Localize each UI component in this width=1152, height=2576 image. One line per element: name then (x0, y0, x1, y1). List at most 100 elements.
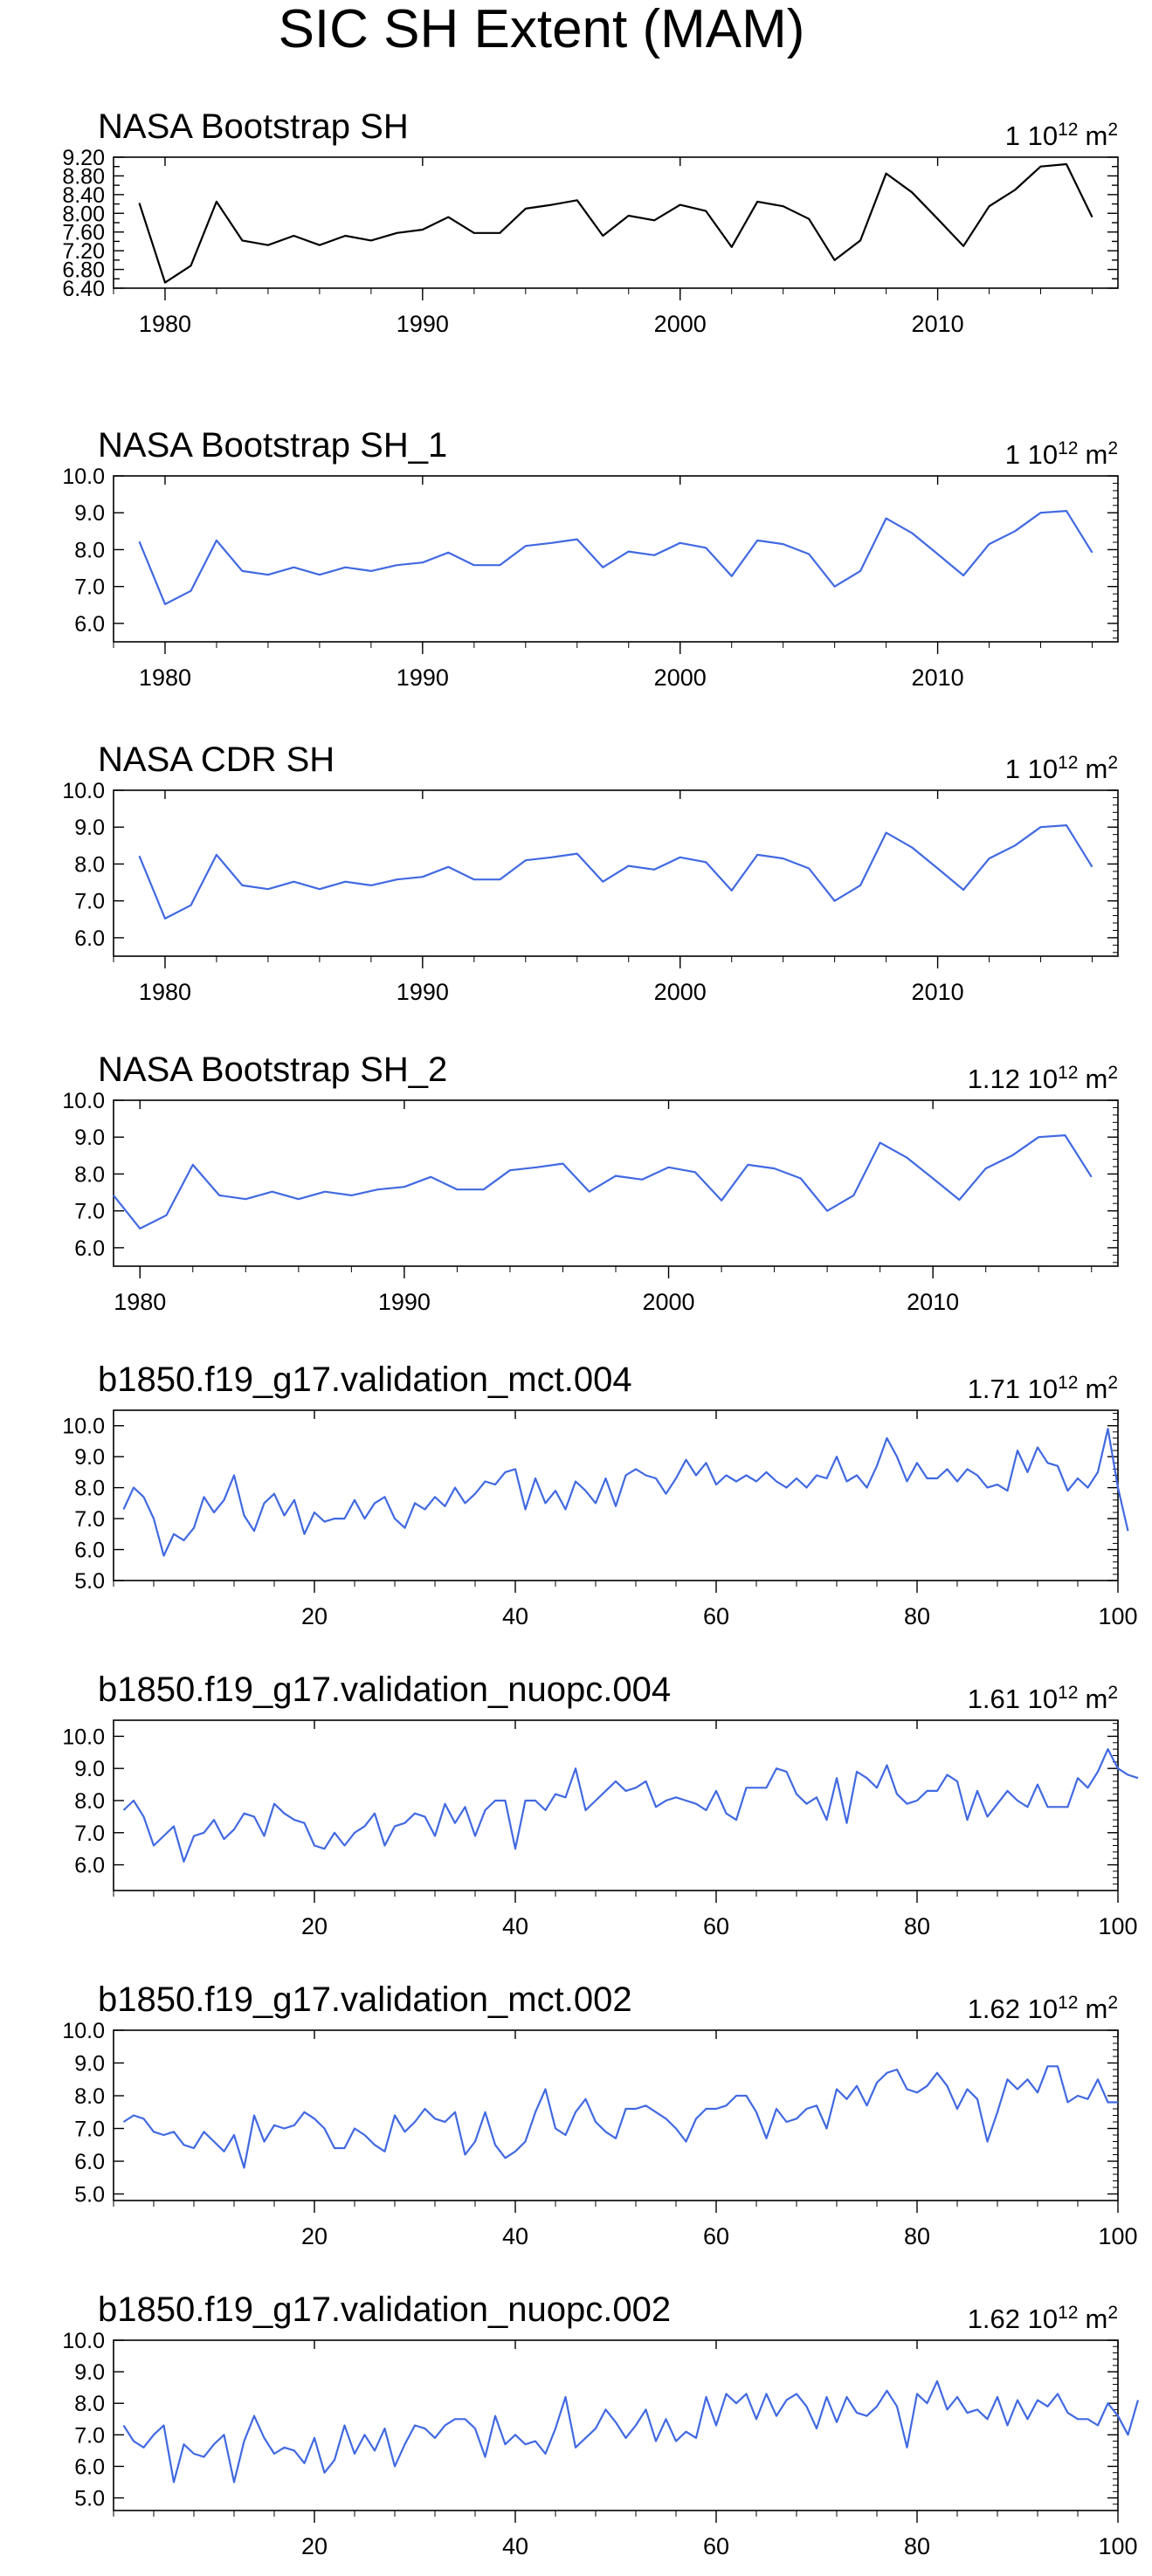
x-tick-label: 40 (502, 1913, 528, 1939)
x-tick-label: 2010 (907, 1289, 959, 1315)
units-exponent: 12 (1058, 438, 1078, 458)
x-tick-label: 1990 (397, 979, 449, 1005)
units-suffix-exponent: 2 (1107, 438, 1118, 458)
series-line (122, 1428, 1129, 1557)
units-scale: 1.62 10 (968, 2304, 1058, 2334)
units-suffix: m (1085, 1374, 1107, 1404)
x-tick-label: 20 (301, 2223, 328, 2249)
y-tick-label: 7.0 (74, 1200, 105, 1224)
y-tick-label: 5.0 (74, 2487, 105, 2511)
y-tick-label: 10.0 (62, 2329, 105, 2353)
y-tick-label: 8.0 (74, 538, 105, 562)
chart-title: NASA Bootstrap SH_2 (98, 1050, 447, 1089)
x-tick-label: 80 (904, 2533, 930, 2559)
y-tick-label: 10.0 (62, 2019, 105, 2043)
x-tick-label: 20 (301, 1603, 328, 1629)
y-tick-label: 5.0 (74, 2183, 105, 2208)
units-exponent: 12 (1058, 1063, 1078, 1083)
figure-title: SIC SH Extent (MAM) (279, 0, 805, 59)
units-label: 1 1012 m2 (1005, 120, 1118, 152)
y-tick-label: 10.0 (62, 779, 105, 803)
y-tick-label: 7.0 (74, 2118, 105, 2142)
y-tick-label: 9.0 (74, 2360, 105, 2385)
units-exponent: 12 (1058, 753, 1078, 773)
y-tick-label: 6.0 (74, 1539, 105, 1563)
units-scale: 1.71 10 (968, 1374, 1058, 1404)
units-suffix: m (1085, 1064, 1107, 1094)
units-label: 1.62 1012 m2 (968, 2303, 1118, 2335)
units-label: 1.61 1012 m2 (968, 1683, 1118, 1715)
units-scale: 1 10 (1005, 754, 1058, 784)
y-tick-label: 9.0 (74, 1126, 105, 1150)
x-tick-label: 1980 (139, 311, 191, 337)
units-suffix-exponent: 2 (1107, 1063, 1118, 1083)
x-tick-label: 40 (502, 1603, 528, 1629)
x-tick-label: 2000 (654, 311, 707, 337)
chart-title: b1850.f19_g17.validation_nuopc.002 (98, 2290, 671, 2329)
x-tick-label: 80 (904, 1603, 930, 1629)
y-tick-label: 6.0 (74, 2455, 105, 2479)
y-tick-label: 6.0 (74, 926, 105, 951)
series-line (113, 1133, 1093, 1230)
units-suffix-exponent: 2 (1107, 1993, 1118, 2013)
chart-title: b1850.f19_g17.validation_mct.002 (98, 1980, 632, 2019)
chart-title: NASA CDR SH (98, 740, 335, 779)
y-tick-label: 7.0 (74, 2423, 105, 2448)
x-tick-label: 2000 (642, 1289, 694, 1315)
y-tick-label: 8.00 (62, 202, 105, 226)
x-tick-label: 2010 (912, 665, 964, 691)
y-tick-label: 6.0 (74, 2150, 105, 2174)
y-tick-label: 10.0 (62, 1415, 105, 1439)
y-tick-label: 6.40 (62, 277, 105, 301)
y-tick-label: 7.0 (74, 1507, 105, 1532)
series-line (138, 823, 1093, 920)
chart-panel: NASA Bootstrap SH 1 1012 m2 6.406.807.207.6… (62, 107, 1119, 337)
x-tick-label: 100 (1098, 2533, 1137, 2559)
y-tick-label: 6.80 (62, 258, 105, 283)
y-tick-label: 7.20 (62, 239, 105, 264)
y-tick-label: 8.0 (74, 2392, 105, 2416)
units-suffix: m (1085, 1684, 1107, 1714)
series-line (138, 509, 1093, 606)
y-tick-label: 8.40 (62, 183, 105, 208)
x-tick-label: 20 (301, 1913, 328, 1939)
units-suffix-exponent: 2 (1107, 753, 1118, 773)
y-tick-label: 8.80 (62, 164, 105, 189)
x-tick-label: 2010 (912, 979, 964, 1005)
y-tick-label: 8.0 (74, 852, 105, 877)
x-tick-label: 40 (502, 2533, 528, 2559)
chart-title: b1850.f19_g17.validation_nuopc.004 (98, 1670, 671, 1709)
units-label: 1.62 1012 m2 (968, 1993, 1118, 2025)
units-suffix: m (1085, 754, 1107, 784)
units-suffix: m (1085, 121, 1107, 151)
y-tick-label: 8.0 (74, 1162, 105, 1187)
x-tick-label: 60 (703, 2533, 729, 2559)
units-suffix-exponent: 2 (1107, 120, 1118, 140)
units-label: 1.71 1012 m2 (968, 1373, 1118, 1405)
x-tick-label: 2010 (912, 311, 964, 337)
x-tick-label: 1990 (397, 311, 449, 337)
y-tick-label: 7.0 (74, 890, 105, 914)
x-tick-label: 40 (502, 2223, 528, 2249)
plot-frame (113, 789, 1119, 957)
units-label: 1 1012 m2 (1005, 438, 1118, 471)
units-suffix-exponent: 2 (1107, 1373, 1118, 1393)
y-tick-label: 9.0 (74, 1445, 105, 1470)
units-exponent: 12 (1058, 1373, 1078, 1393)
x-tick-label: 1990 (378, 1289, 431, 1315)
units-exponent: 12 (1058, 1993, 1078, 2013)
series-line (122, 1747, 1139, 1863)
chart-panel: NASA CDR SH 1 1012 m2 6.0 7.0 8.0 9.0 10.0 1980 1… (62, 740, 1119, 1005)
y-tick-label: 6.0 (74, 1854, 105, 1878)
series-line (122, 2065, 1118, 2169)
chart-panel: b1850.f19_g17.validation_mct.004 1.71 101… (62, 1360, 1137, 1629)
y-tick-label: 6.0 (74, 1236, 105, 1261)
y-tick-label: 5.0 (74, 1569, 105, 1594)
x-tick-label: 80 (904, 1913, 930, 1939)
series-line (122, 2380, 1140, 2483)
series-line (138, 162, 1093, 284)
plot-frame (113, 1719, 1119, 1891)
units-suffix: m (1085, 2304, 1107, 2334)
chart-title: b1850.f19_g17.validation_mct.004 (98, 1360, 632, 1399)
